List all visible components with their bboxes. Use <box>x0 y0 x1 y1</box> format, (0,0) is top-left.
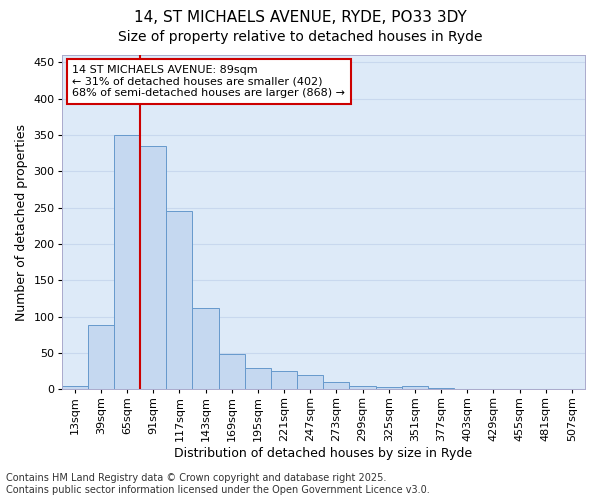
Text: 14, ST MICHAELS AVENUE, RYDE, PO33 3DY: 14, ST MICHAELS AVENUE, RYDE, PO33 3DY <box>134 10 466 25</box>
Text: 14 ST MICHAELS AVENUE: 89sqm
← 31% of detached houses are smaller (402)
68% of s: 14 ST MICHAELS AVENUE: 89sqm ← 31% of de… <box>72 65 345 98</box>
Bar <box>193 308 218 390</box>
Bar <box>140 146 166 390</box>
Bar <box>218 354 245 390</box>
Bar <box>454 388 481 390</box>
Bar <box>88 326 114 390</box>
X-axis label: Distribution of detached houses by size in Ryde: Distribution of detached houses by size … <box>174 447 472 460</box>
Bar <box>376 387 402 390</box>
Bar <box>323 382 349 390</box>
Y-axis label: Number of detached properties: Number of detached properties <box>15 124 28 320</box>
Bar <box>166 212 193 390</box>
Text: Size of property relative to detached houses in Ryde: Size of property relative to detached ho… <box>118 30 482 44</box>
Bar <box>349 386 376 390</box>
Bar <box>271 371 297 390</box>
Bar <box>62 386 88 390</box>
Text: Contains HM Land Registry data © Crown copyright and database right 2025.
Contai: Contains HM Land Registry data © Crown c… <box>6 474 430 495</box>
Bar <box>402 386 428 390</box>
Bar <box>114 135 140 390</box>
Bar <box>245 368 271 390</box>
Bar <box>297 375 323 390</box>
Bar <box>428 388 454 390</box>
